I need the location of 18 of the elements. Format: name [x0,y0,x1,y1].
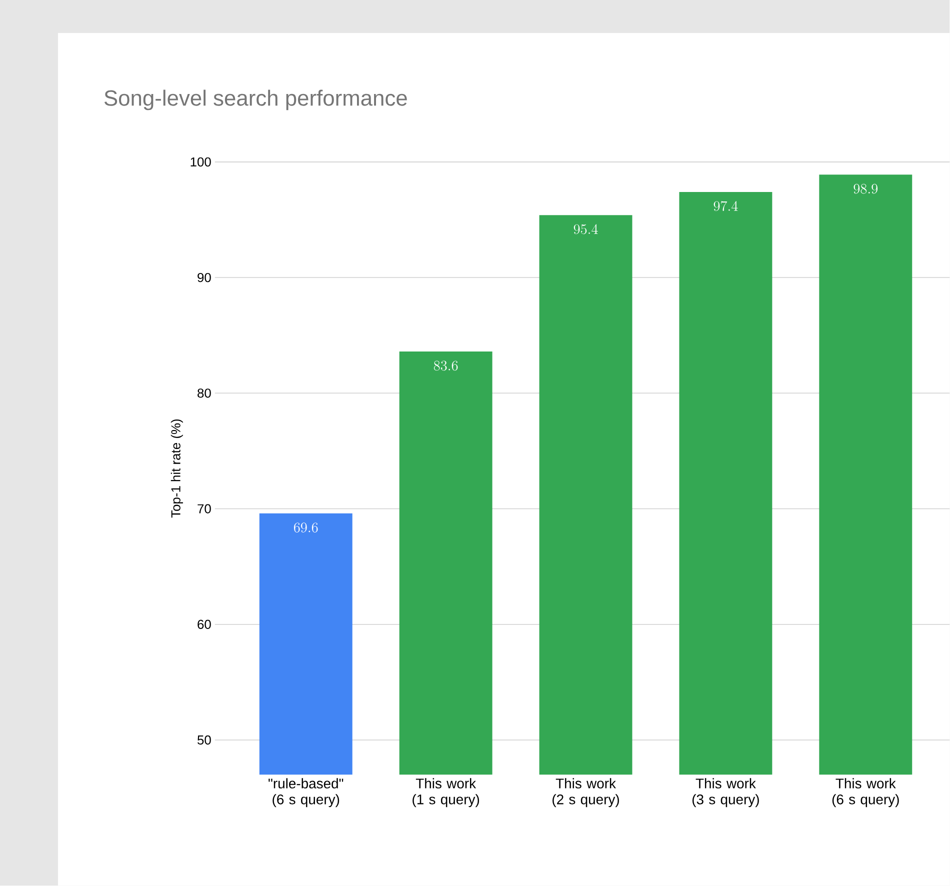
x-tick-label: This work (2 s query) [552,778,619,808]
x-tick-label: This work (3 s query) [692,778,759,808]
data-label: 97.4 [714,201,738,212]
y-tick-label: 60 [198,620,211,630]
data-label: 69.6 [294,522,318,533]
y-tick-label: 70 [198,504,211,514]
x-tick-label: This work (6 s query) [832,778,899,808]
y-tick-label: 100 [190,158,211,167]
y-tick-label: 50 [198,736,211,745]
chart-title: Song-level search performance [104,90,407,110]
x-tick-label: "rule-based" (6 s query) [268,778,344,808]
data-label: 95.4 [574,224,598,234]
data-label: 98.9 [854,184,878,194]
data-label: 83.6 [434,360,458,371]
y-tick-label: 90 [198,273,211,282]
y-tick-label: 80 [198,388,211,398]
y-axis-title: Top-1 hit rate (%) [170,420,183,518]
x-tick-label: This work (1 s query) [412,778,480,808]
